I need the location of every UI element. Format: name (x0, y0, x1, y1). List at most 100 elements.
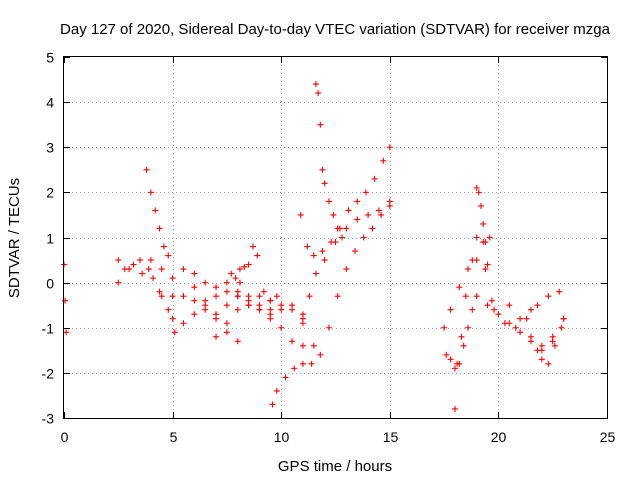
data-point (354, 198, 361, 205)
chart-title: Day 127 of 2020, Sidereal Day-to-day VTE… (60, 21, 611, 38)
data-point (213, 293, 220, 300)
data-point (325, 324, 332, 331)
data-point (223, 329, 230, 336)
data-point (315, 90, 322, 97)
data-point (236, 266, 243, 273)
data-point (458, 333, 465, 340)
data-point (369, 225, 376, 232)
data-point (501, 320, 508, 327)
data-point (256, 306, 263, 313)
data-point (273, 387, 280, 394)
data-point (306, 293, 313, 300)
data-point (512, 324, 519, 331)
data-point (273, 293, 280, 300)
y-axis-label: SDTVAR / TECUs (6, 178, 23, 298)
data-point (150, 275, 157, 282)
data-series (213, 302, 317, 349)
data-point (527, 333, 534, 340)
data-point (317, 121, 324, 128)
data-point (484, 302, 491, 309)
y-tick-label: 3 (46, 140, 54, 156)
data-point (321, 180, 328, 187)
x-tick-label: 25 (600, 429, 616, 445)
data-point (312, 270, 319, 277)
data-point (267, 315, 274, 322)
data-point (339, 234, 346, 241)
data-point (545, 360, 552, 367)
data-point (441, 324, 448, 331)
data-point (130, 261, 137, 268)
data-point (180, 266, 187, 273)
data-point (506, 302, 513, 309)
data-point (156, 288, 163, 295)
data-series (312, 81, 346, 241)
data-point (378, 211, 385, 218)
data-point (234, 338, 241, 345)
data-point (551, 342, 558, 349)
data-point (330, 211, 337, 218)
data-point (202, 297, 209, 304)
y-tick-label: 1 (46, 231, 54, 247)
data-point (380, 157, 387, 164)
data-point (365, 211, 372, 218)
data-point (282, 374, 289, 381)
data-point (304, 243, 311, 250)
data-point (549, 333, 556, 340)
data-series (249, 243, 280, 304)
data-point (234, 293, 241, 300)
data-point (538, 356, 545, 363)
data-point (451, 405, 458, 412)
data-point (534, 347, 541, 354)
data-point (491, 306, 498, 313)
data-point (236, 279, 243, 286)
data-point (213, 333, 220, 340)
data-point (325, 198, 332, 205)
data-series (299, 202, 393, 327)
data-point (245, 302, 252, 309)
data-point (191, 270, 198, 277)
data-point (352, 248, 359, 255)
data-point (223, 302, 230, 309)
data-point (527, 306, 534, 313)
data-point (147, 189, 154, 196)
data-point (256, 293, 263, 300)
data-point (473, 184, 480, 191)
data-point (336, 225, 343, 232)
data-point (169, 275, 176, 282)
data-point (456, 284, 463, 291)
data-point (169, 315, 176, 322)
data-point (473, 293, 480, 300)
data-point (223, 279, 230, 286)
data-point (234, 306, 241, 313)
x-tick-label: 5 (170, 429, 178, 445)
data-point (115, 279, 122, 286)
data-point (291, 365, 298, 372)
x-tick-label: 15 (383, 429, 399, 445)
data-point (460, 342, 467, 349)
data-point (478, 202, 485, 209)
data-point (345, 207, 352, 214)
data-point (249, 243, 256, 250)
data-point (473, 234, 480, 241)
data-point (319, 166, 326, 173)
data-point (538, 342, 545, 349)
data-point (158, 293, 165, 300)
data-point (480, 220, 487, 227)
data-point (191, 311, 198, 318)
data-point (362, 189, 369, 196)
x-axis-label: GPS time / hours (278, 458, 392, 475)
data-point (158, 266, 165, 273)
x-tick-label: 20 (491, 429, 507, 445)
y-tick-label: 5 (46, 50, 54, 66)
data-point (321, 257, 328, 264)
data-point (343, 266, 350, 273)
data-point (126, 266, 133, 273)
plot-frame (63, 56, 608, 419)
data-point (308, 360, 315, 367)
data-point (495, 311, 502, 318)
data-point (180, 293, 187, 300)
data-point (447, 306, 454, 313)
data-point (310, 342, 317, 349)
